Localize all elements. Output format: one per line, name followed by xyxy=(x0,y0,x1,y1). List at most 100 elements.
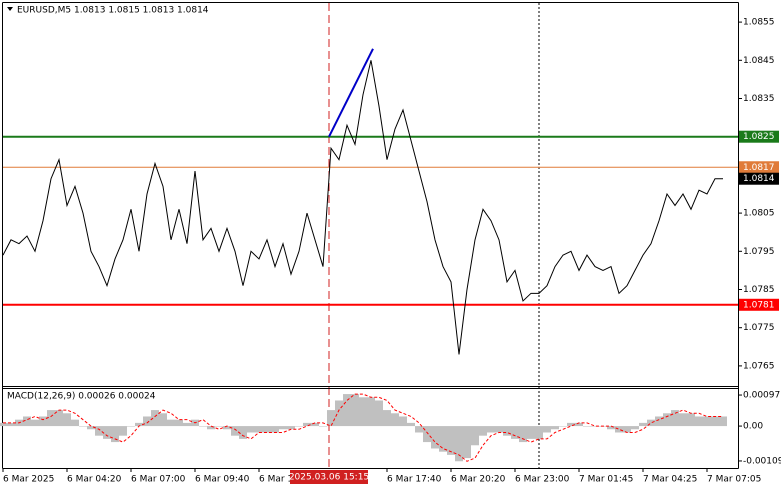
x-tick-label: 6 Mar 20:20 xyxy=(451,475,506,485)
macd-bar xyxy=(223,426,231,430)
x-tick-label: 6 Mar 12:20 xyxy=(259,475,314,485)
macd-bar xyxy=(655,416,663,427)
y-tick-label: 1.0785 xyxy=(743,285,775,295)
macd-bar xyxy=(575,422,583,427)
macd-bar xyxy=(135,422,143,427)
macd-bar xyxy=(719,416,727,427)
menu-icon xyxy=(7,7,13,11)
macd-bar xyxy=(319,426,327,427)
x-tick-label: 7 Mar 01:45 xyxy=(579,475,633,485)
macd-bar xyxy=(39,416,47,427)
macd-bar xyxy=(175,419,183,427)
macd-bar xyxy=(263,426,271,433)
macd-bar xyxy=(271,426,279,433)
crosshair-label-bg xyxy=(290,470,368,484)
macd-bar xyxy=(295,426,303,427)
macd-bar xyxy=(111,426,119,443)
y-tick-label: 1.0765 xyxy=(743,361,775,371)
x-tick-label: 7 Mar 04:25 xyxy=(643,475,697,485)
y2-tick-label: 0.00 xyxy=(743,422,763,432)
macd-bar xyxy=(303,422,311,427)
macd-bar xyxy=(383,410,391,427)
macd-bar xyxy=(183,422,191,427)
trend-line xyxy=(328,48,374,138)
macd-bar xyxy=(423,426,431,443)
chart-title: EURUSD,M5 1.0813 1.0815 1.0813 1.0814 xyxy=(17,6,209,16)
macd-bar xyxy=(455,426,463,462)
macd-bar xyxy=(231,426,239,436)
macd-bar xyxy=(239,426,247,439)
macd-bar xyxy=(63,413,71,427)
macd-bar xyxy=(71,419,79,427)
macd-bar xyxy=(447,426,455,455)
y-tick-label: 1.0845 xyxy=(743,56,775,66)
macd-bar xyxy=(511,426,519,439)
macd-bar xyxy=(279,426,287,430)
macd-bar xyxy=(207,426,215,430)
price-line xyxy=(2,60,723,355)
macd-bar xyxy=(119,426,127,436)
macd-bar xyxy=(623,426,631,433)
y-tick-label: 1.0805 xyxy=(743,209,775,219)
macd-bar xyxy=(463,426,471,459)
level-label: 1.0817 xyxy=(743,163,775,173)
macd-bar xyxy=(143,416,151,427)
macd-bar xyxy=(631,426,639,430)
macd-bar xyxy=(615,426,623,433)
macd-bar xyxy=(351,394,359,427)
macd-bar xyxy=(687,413,695,427)
macd-bar xyxy=(471,426,479,446)
x-tick-label: 6 Mar 07:00 xyxy=(131,475,186,485)
macd-bar xyxy=(287,426,295,430)
macd-bar xyxy=(391,413,399,427)
macd-bar xyxy=(487,426,495,433)
macd-bar xyxy=(495,426,503,433)
y-tick-label: 1.0775 xyxy=(743,323,775,333)
x-tick-label: 6 Mar 2025 xyxy=(3,475,54,485)
x-tick-label: 6 Mar 09:40 xyxy=(195,475,250,485)
macd-bar xyxy=(199,426,207,427)
macd-bar xyxy=(79,426,87,427)
macd-bar xyxy=(47,410,55,427)
price-label-bg xyxy=(739,172,779,185)
macd-bar xyxy=(103,426,111,439)
macd-bar xyxy=(159,413,167,427)
macd-signal xyxy=(3,393,723,462)
macd-bar xyxy=(255,426,263,433)
macd-bar xyxy=(311,422,319,427)
y2-tick-label: 0.00097 xyxy=(743,391,780,401)
level-label: 1.0781 xyxy=(743,300,775,310)
macd-bar xyxy=(567,422,575,427)
macd-bar xyxy=(87,426,95,430)
y2-tick-label: -0.00109 xyxy=(743,456,781,466)
x-tick-label: 6 Mar 23:00 xyxy=(515,475,570,485)
x-tick-label: 6 Mar 17:40 xyxy=(387,475,442,485)
macd-bar xyxy=(439,426,447,452)
y-tick-label: 1.0795 xyxy=(743,247,775,257)
macd-bar xyxy=(359,397,367,427)
macd-bar xyxy=(215,426,223,427)
macd-bar xyxy=(503,426,511,436)
macd-bar xyxy=(535,426,543,439)
macd-bar xyxy=(335,400,343,427)
macd-bar xyxy=(663,413,671,427)
macd-bar xyxy=(7,422,15,427)
macd-bar xyxy=(519,426,527,443)
macd-bar xyxy=(415,426,423,433)
macd-bar xyxy=(647,419,655,427)
macd-bar xyxy=(0,422,7,427)
macd-bar xyxy=(151,410,159,427)
x-tick-label: 6 Mar 04:20 xyxy=(67,475,122,485)
level-label-bg xyxy=(739,298,779,311)
y-tick-label: 1.0855 xyxy=(743,18,775,28)
macd-bar xyxy=(247,426,255,433)
macd-bar xyxy=(527,426,535,439)
macd-bar xyxy=(327,410,335,427)
level-label: 1.0825 xyxy=(743,132,775,142)
macd-bar xyxy=(55,410,63,427)
macd-bar xyxy=(679,413,687,427)
macd-bar xyxy=(543,426,551,433)
macd-bar xyxy=(551,426,559,430)
